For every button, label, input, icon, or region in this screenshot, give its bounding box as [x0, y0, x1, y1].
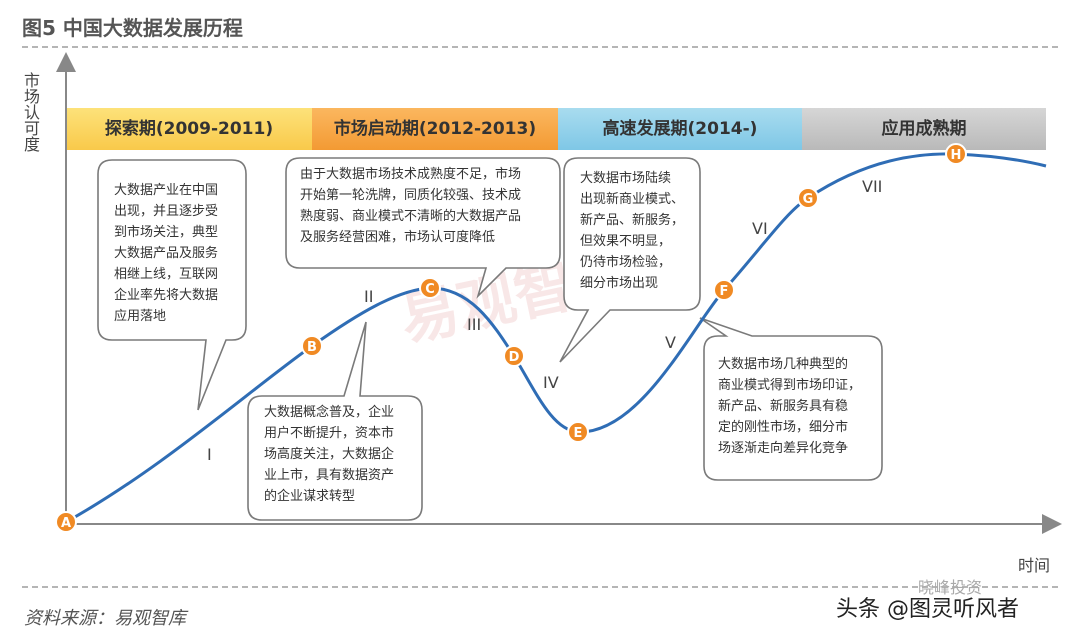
phase-band-growth: 高速发展期(2014-) [558, 108, 802, 150]
point-marker-f [713, 279, 735, 301]
bubble-text-exploration: 大数据产业在中国 出现，并且逐步受 到市场关注，典型 大数据产品及服务 相继上线… [114, 183, 219, 324]
point-label-e: E [574, 426, 583, 441]
point-label-h: H [951, 148, 962, 163]
stage-label-3: III [467, 315, 481, 334]
phase-band-exploration: 探索期(2009-2011) [66, 108, 312, 150]
top-divider [22, 46, 1058, 48]
point-marker-b [301, 335, 323, 357]
phase-band-startup: 市场启动期(2012-2013) [312, 108, 558, 150]
point-marker-a [55, 511, 77, 533]
phase-band-maturity: 应用成熟期 [802, 108, 1046, 150]
stage-label-2: II [364, 287, 373, 306]
x-axis-label: 时间 [1018, 556, 1051, 575]
point-marker-d [503, 345, 525, 367]
bubble-text-startup: 由于大数据市场技术成熟度不足，市场 开始第一轮洗牌，同质化较强、技术成 熟度弱、… [300, 167, 522, 245]
stage-label-7: VII [862, 177, 882, 196]
point-label-g: G [803, 192, 814, 207]
bubble-concept [247, 321, 423, 521]
point-label-b: B [307, 340, 317, 355]
bubble-growth-start [559, 157, 701, 363]
point-label-c: C [425, 282, 435, 297]
bubble-text-concept: 大数据概念普及，企业 用户不断提升，资本市 场高度关注，大数据企 业上市，具有数… [264, 405, 395, 504]
y-axis-label: 市场认可度 [21, 72, 40, 152]
stage-label-4: IV [543, 373, 559, 392]
bubble-maturity [699, 317, 883, 481]
bubble-exploration [97, 159, 247, 411]
source-note: 资料来源：易观智库 [24, 608, 186, 629]
point-label-a: A [61, 516, 71, 531]
stage-label-6: VI [752, 219, 768, 238]
figure-title: 图5 中国大数据发展历程 [22, 16, 243, 40]
credit-text: 头条 @图灵听风者 [836, 597, 1019, 622]
point-marker-e [567, 421, 589, 443]
point-label-f: F [720, 284, 729, 299]
bubble-text-growth-start: 大数据市场陆续 出现新商业模式、 新产品、新服务， 但效果不明显， 仍待市场检验… [580, 171, 685, 291]
bubble-startup [285, 157, 561, 299]
point-marker-h [945, 143, 967, 165]
bubble-text-maturity: 大数据市场几种典型的 商业模式得到市场印证， 新产品、新服务具有稳 定的刚性市场… [718, 357, 862, 456]
point-label-d: D [509, 350, 520, 365]
stage-label-5: V [665, 333, 676, 352]
point-marker-g [797, 187, 819, 209]
bottom-divider [22, 586, 1058, 588]
point-marker-c [419, 277, 441, 299]
wechat-account-label: 晓峰投资 [918, 578, 983, 597]
stage-label-1: I [207, 445, 212, 464]
